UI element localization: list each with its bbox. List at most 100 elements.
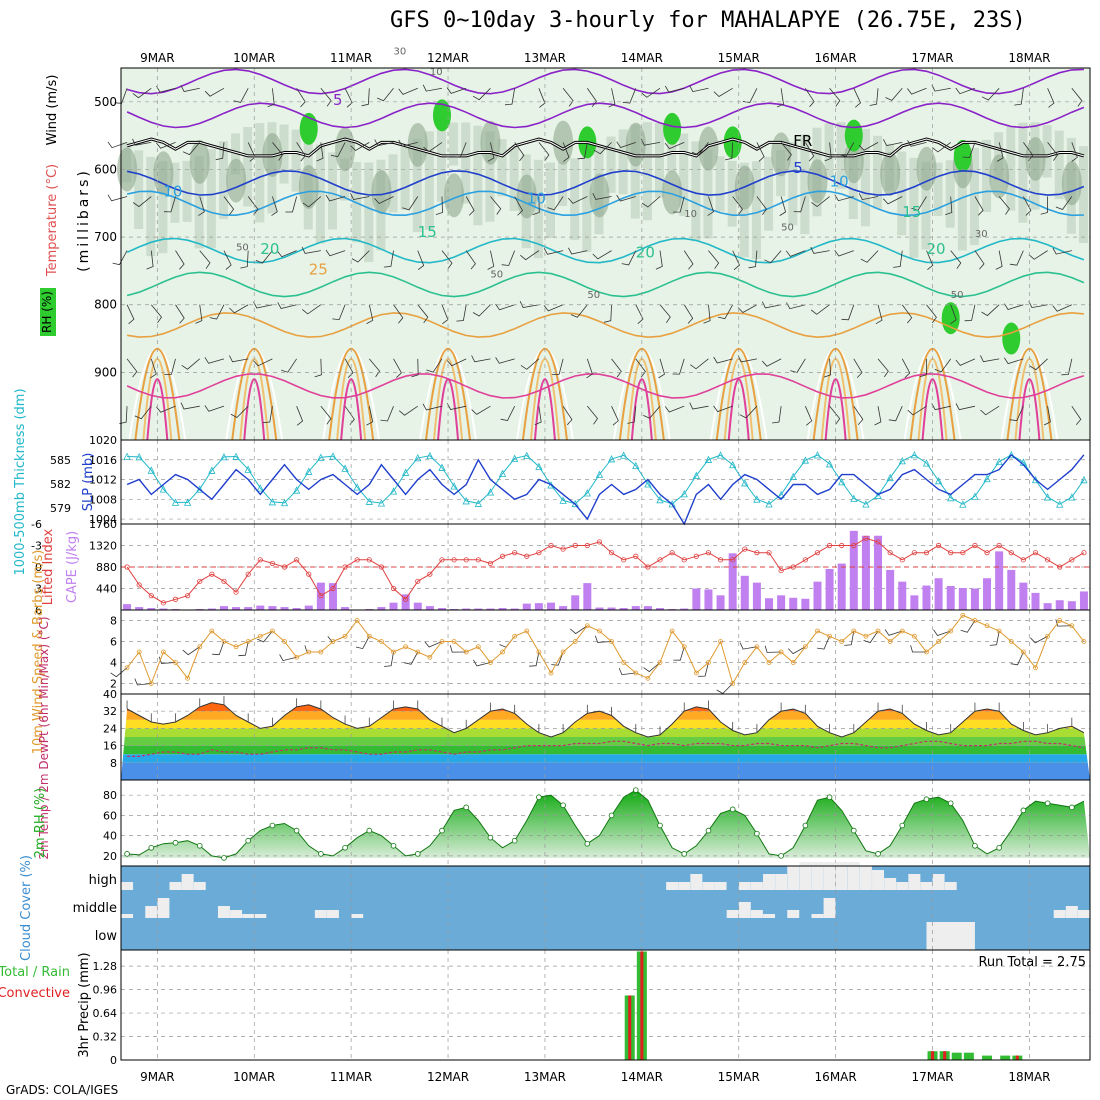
wind10m-point: [245, 639, 251, 644]
rh2m-point: [802, 822, 809, 829]
y-tick-precip: 0.32: [93, 1031, 118, 1044]
rh-contour-fill: [880, 151, 901, 196]
wind10m-point: [536, 649, 542, 655]
thickness-point: [498, 469, 507, 477]
wind-barb: [302, 196, 322, 208]
wind-barb: [829, 405, 841, 425]
wind10m-point: [1008, 639, 1014, 644]
thickness-point: [280, 498, 289, 507]
wind10m-barb: [110, 667, 128, 678]
wind-barb: [107, 141, 128, 149]
lifted-index-point: [512, 550, 518, 556]
lifted-index-point: [1057, 564, 1063, 570]
wind10m-point: [706, 660, 711, 665]
cape-bar: [595, 607, 604, 610]
y-tick-precip: 0: [110, 1054, 117, 1067]
wind10m-point: [681, 644, 687, 650]
lifted-index-point: [403, 596, 409, 602]
contour-label: 50: [781, 222, 794, 233]
cape-bar: [425, 606, 434, 610]
thickness-point: [341, 464, 349, 472]
thickness-point: [317, 453, 325, 461]
temperature-contour: [340, 378, 363, 441]
cape-bar: [643, 606, 652, 610]
wind-barb: [672, 358, 685, 375]
cape-bar: [825, 568, 834, 610]
lifted-ylabel: Lifted Index: [41, 528, 56, 605]
wind-barb: [907, 405, 927, 416]
slp-ylabel: SLP (mb): [81, 453, 96, 512]
cape-ylabel: CAPE (J/kg): [65, 531, 80, 603]
lifted-index-point: [972, 542, 978, 549]
upper-air-ylabel: (millibars): [76, 168, 92, 272]
wind-barb: [247, 142, 256, 162]
y-tick-temp: 8: [110, 757, 117, 770]
contour-label: 30: [975, 229, 988, 240]
wind10m-point: [354, 618, 360, 623]
wind-barb: [446, 87, 467, 94]
wind-barb: [562, 88, 574, 107]
wind10m-point: [403, 644, 409, 650]
cape-bar: [1055, 600, 1064, 610]
thickness-point: [1043, 493, 1052, 501]
cloud-high-bar: [666, 882, 679, 890]
wind-barb: [1028, 301, 1048, 309]
rh-contour-fill: [969, 147, 979, 246]
precip-conv-label: Convective: [0, 986, 70, 1001]
wind-barb: [325, 249, 346, 257]
wind-barb: [950, 304, 957, 325]
cape-bar: [583, 583, 592, 610]
wind10m-point: [911, 633, 917, 639]
wind-barb: [732, 250, 740, 271]
run-total: Run Total = 2.75: [978, 955, 1086, 970]
thickness-point: [716, 451, 725, 459]
wind10m-point: [257, 633, 263, 639]
wind-barb: [1061, 358, 1073, 376]
wind-barb: [164, 358, 176, 375]
cape-bar: [522, 603, 531, 610]
wind-barb: [834, 194, 854, 202]
lifted-index-point: [172, 596, 179, 602]
wind10m-point: [609, 639, 614, 644]
wind-barb: [180, 85, 200, 92]
cape-bar: [656, 608, 665, 610]
cape-bar: [983, 578, 992, 610]
wind10m-point: [342, 633, 348, 639]
wind-barb: [417, 250, 425, 271]
wind-barb: [593, 142, 612, 155]
rh-contour-fill: [189, 139, 210, 184]
thickness-point: [486, 488, 495, 496]
rh-contour-fill: [298, 165, 319, 210]
wind10m-barb: [787, 646, 806, 655]
wind-barb: [180, 402, 200, 410]
wind-barb: [689, 85, 709, 93]
thickness-point: [377, 499, 386, 507]
rh2m-point: [148, 844, 155, 851]
contour-label: 50: [587, 290, 600, 301]
thickness-point: [305, 467, 313, 475]
lifted-index-point: [863, 535, 869, 541]
cape-bar: [874, 535, 883, 610]
wind-barb: [587, 405, 599, 425]
cape-bar: [159, 608, 168, 610]
thickness-point: [680, 489, 688, 498]
rh2m-point: [899, 822, 906, 829]
rh-contour-fill: [807, 159, 828, 204]
y-tick-wind: 6: [110, 636, 117, 649]
cloud-high-bar: [847, 862, 860, 890]
temperature-contour: [533, 378, 556, 441]
lifted-index-point: [742, 546, 748, 552]
wind-barb: [271, 196, 278, 216]
wind-barb: [877, 358, 889, 378]
wind-barb: [586, 358, 593, 379]
lifted-index-point: [209, 571, 215, 577]
y-tick-upper-air: 500: [94, 95, 117, 109]
cape-bar: [1067, 601, 1076, 610]
wind-barb: [393, 358, 402, 378]
lifted-index-point: [330, 585, 336, 592]
thickness-point: [1031, 475, 1040, 484]
wind10m-barb: [618, 667, 636, 676]
wind-barb: [134, 405, 152, 420]
lifted-index-point: [354, 557, 360, 563]
wind-barb: [785, 250, 806, 257]
